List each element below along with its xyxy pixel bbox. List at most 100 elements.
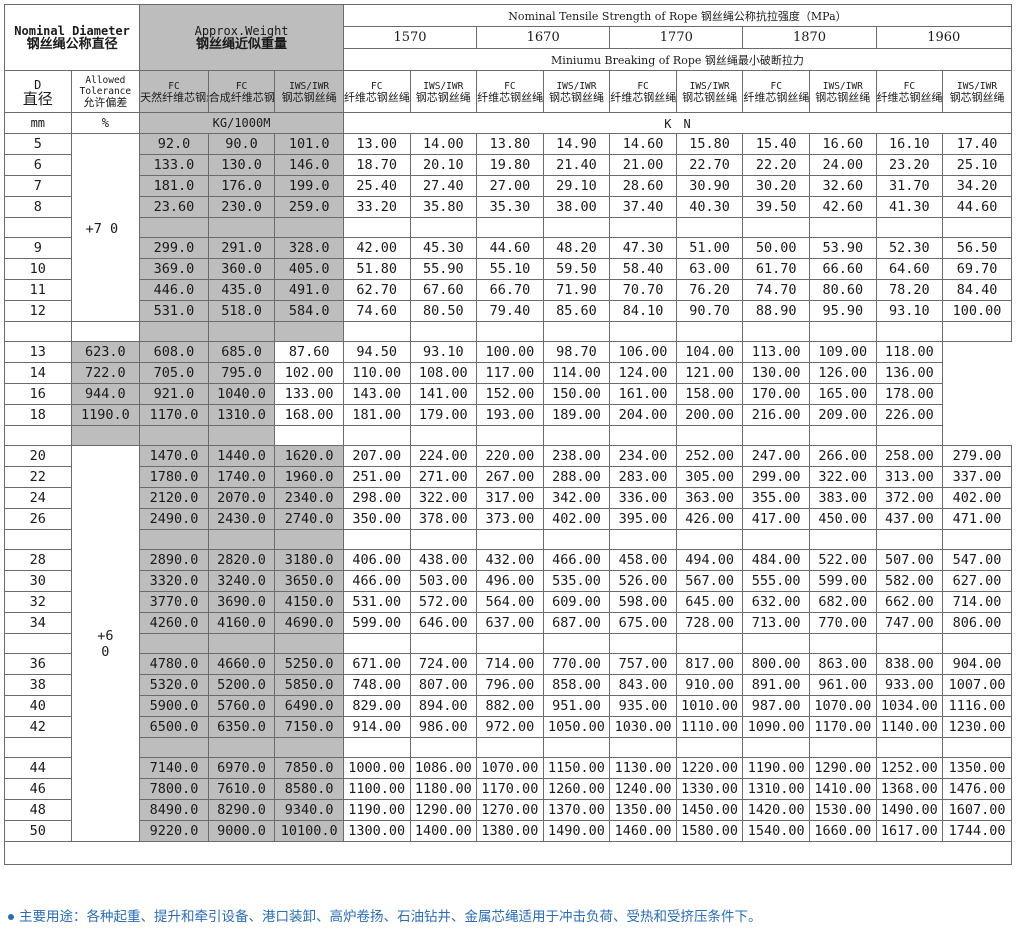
breaking-force-cell: 609.00 (542, 591, 611, 613)
breaking-force-cell: 800.00 (742, 653, 810, 675)
breaking-force-cell: 675.00 (609, 612, 677, 634)
breaking-force-cell: 84.10 (609, 300, 677, 322)
weight-cell: 2430.0 (207, 508, 276, 530)
table-row: 16 944.0 921.0 1040.0 133.00 143.00 141.00 152.… (4, 383, 1012, 405)
break-col-type: FC (504, 80, 516, 92)
spacer-cell (409, 425, 478, 446)
breaking-force-cell: 193.00 (476, 404, 544, 426)
table-row: 5 +7 0 92.0 90.0 101.0 13.00 14.00 13.80 14.90 14… (4, 133, 1012, 322)
weight-cell: 6350.0 (207, 716, 276, 738)
bullet-dot-icon (8, 914, 14, 920)
breaking-force-cell: 350.00 (342, 508, 411, 530)
break-col-header-1770-1: IWS/IWR 钢芯钢丝绳 (675, 70, 744, 113)
breaking-force-cell: 266.00 (808, 445, 877, 467)
column-subheader-row: D 直径 Allowed Tolerance 允许偏差 FC天然纤维芯钢丝绳FC… (4, 70, 1012, 113)
breaking-force-cell: 87.60 (274, 341, 344, 363)
breaking-force-cell: 55.10 (476, 258, 544, 280)
table-row: 12 531.0 518.0 584.0 74.60 80.50 79.40 85.60 84.… (4, 300, 1012, 322)
break-col-type: IWS/IWR (822, 80, 863, 92)
breaking-force-cell: 226.00 (875, 404, 944, 426)
breaking-force-cell: 165.00 (808, 383, 877, 405)
break-col-desc: 钢芯钢丝绳 (548, 90, 604, 104)
spacer-cell (207, 217, 276, 238)
spacer-cell (409, 321, 478, 342)
spacer-cell (808, 529, 877, 550)
breaking-force-cell: 547.00 (942, 549, 1012, 571)
breaking-force-cell: 67.60 (409, 279, 478, 301)
diameter-cell: 16 (4, 383, 72, 405)
breaking-force-cell: 51.00 (675, 237, 744, 259)
breaking-force-cell: 252.00 (675, 445, 744, 467)
breaking-force-cell: 747.00 (875, 612, 944, 634)
breaking-force-cell: 181.00 (342, 404, 411, 426)
spacer-cell (942, 321, 1012, 342)
breaking-force-cell: 44.60 (942, 196, 1012, 218)
weight-cell: 1190.0 (70, 404, 141, 426)
spacer-cell (207, 633, 276, 654)
weight-cell: 5200.0 (207, 674, 276, 696)
spacer-cell (942, 633, 1012, 654)
spacer-cell (409, 737, 478, 758)
weight-cell: 1170.0 (139, 404, 209, 426)
weight-cell: 446.0 (139, 279, 209, 301)
breaking-force-cell: 1368.00 (875, 778, 944, 800)
break-col-header-1570-1: IWS/IWR 钢芯钢丝绳 (409, 70, 478, 113)
weight-cell: 3320.0 (139, 570, 209, 592)
diameter-cell: 20 (4, 445, 72, 467)
breaking-force-cell: 671.00 (342, 653, 411, 675)
breaking-force-cell: 95.90 (808, 300, 877, 322)
breaking-force-cell: 14.00 (409, 133, 478, 155)
breaking-force-cell: 53.90 (808, 237, 877, 259)
breaking-force-cell: 1230.00 (942, 716, 1012, 738)
spacer-cell (139, 321, 209, 342)
spacer-cell (542, 425, 611, 446)
table-row: 28 2890.0 2820.0 3180.0 406.00 438.00 432.00 46… (4, 549, 1012, 571)
breaking-force-cell: 56.50 (942, 237, 1012, 259)
breaking-force-cell: 200.00 (675, 404, 744, 426)
breaking-force-cell: 1070.00 (808, 695, 877, 717)
weight-cell: 23.60 (139, 196, 209, 218)
breaking-force-cell: 322.00 (409, 487, 478, 509)
break-col-type: IWS/IWR (423, 80, 464, 92)
breaking-force-cell: 110.00 (342, 362, 411, 384)
breaking-force-cell: 317.00 (476, 487, 544, 509)
breaking-force-cell: 1476.00 (942, 778, 1012, 800)
breaking-force-cell: 16.10 (875, 133, 944, 155)
breaking-force-cell: 170.00 (742, 383, 810, 405)
tolerance-cell: +6 0 (70, 445, 141, 842)
diameter-cell: 46 (4, 778, 72, 800)
approx-weight-header: Approx.Weight 钢丝绳近似重量 (139, 4, 344, 71)
breaking-force-cell: 904.00 (942, 653, 1012, 675)
spacer-cell (675, 529, 744, 550)
spacer-cell (342, 633, 411, 654)
diameter-cell: 28 (4, 549, 72, 571)
strength-grade-1770: 1770 (609, 26, 744, 49)
table-row: 26 2490.0 2430.0 2740.0 350.00 378.00 373.00 40… (4, 508, 1012, 530)
table-row: 22 1780.0 1740.0 1960.0 251.00 271.00 267.00 28… (4, 466, 1012, 488)
weight-cell: 369.0 (139, 258, 209, 280)
diameter-cell: 7 (4, 175, 72, 197)
breaking-force-cell: 526.00 (609, 570, 677, 592)
diameter-cell: 38 (4, 674, 72, 696)
weight-cell: 7610.0 (207, 778, 276, 800)
breaking-force-cell: 74.60 (342, 300, 411, 322)
diameter-d-label: D (34, 77, 42, 92)
spacer-cell (342, 737, 411, 758)
weight-cell: 2740.0 (274, 508, 344, 530)
breaking-force-cell: 770.00 (808, 612, 877, 634)
breaking-force-cell: 234.00 (609, 445, 677, 467)
breaking-force-cell: 16.60 (808, 133, 877, 155)
breaking-force-cell: 986.00 (409, 716, 478, 738)
breaking-force-cell: 1170.00 (476, 778, 544, 800)
weight-cell: 4160.0 (207, 612, 276, 634)
breaking-force-cell: 17.40 (942, 133, 1012, 155)
spacer-cell (609, 321, 677, 342)
breaking-force-cell: 161.00 (609, 383, 677, 405)
breaking-force-cell: 305.00 (675, 466, 744, 488)
diameter-cell: 36 (4, 653, 72, 675)
break-col-header-1570-0: FC 纤维芯钢丝绳 (342, 70, 411, 113)
weight-cell: 2890.0 (139, 549, 209, 571)
strength-grade-1870: 1870 (742, 26, 877, 49)
spacer-cell (476, 633, 544, 654)
breaking-force-cell: 55.90 (409, 258, 478, 280)
